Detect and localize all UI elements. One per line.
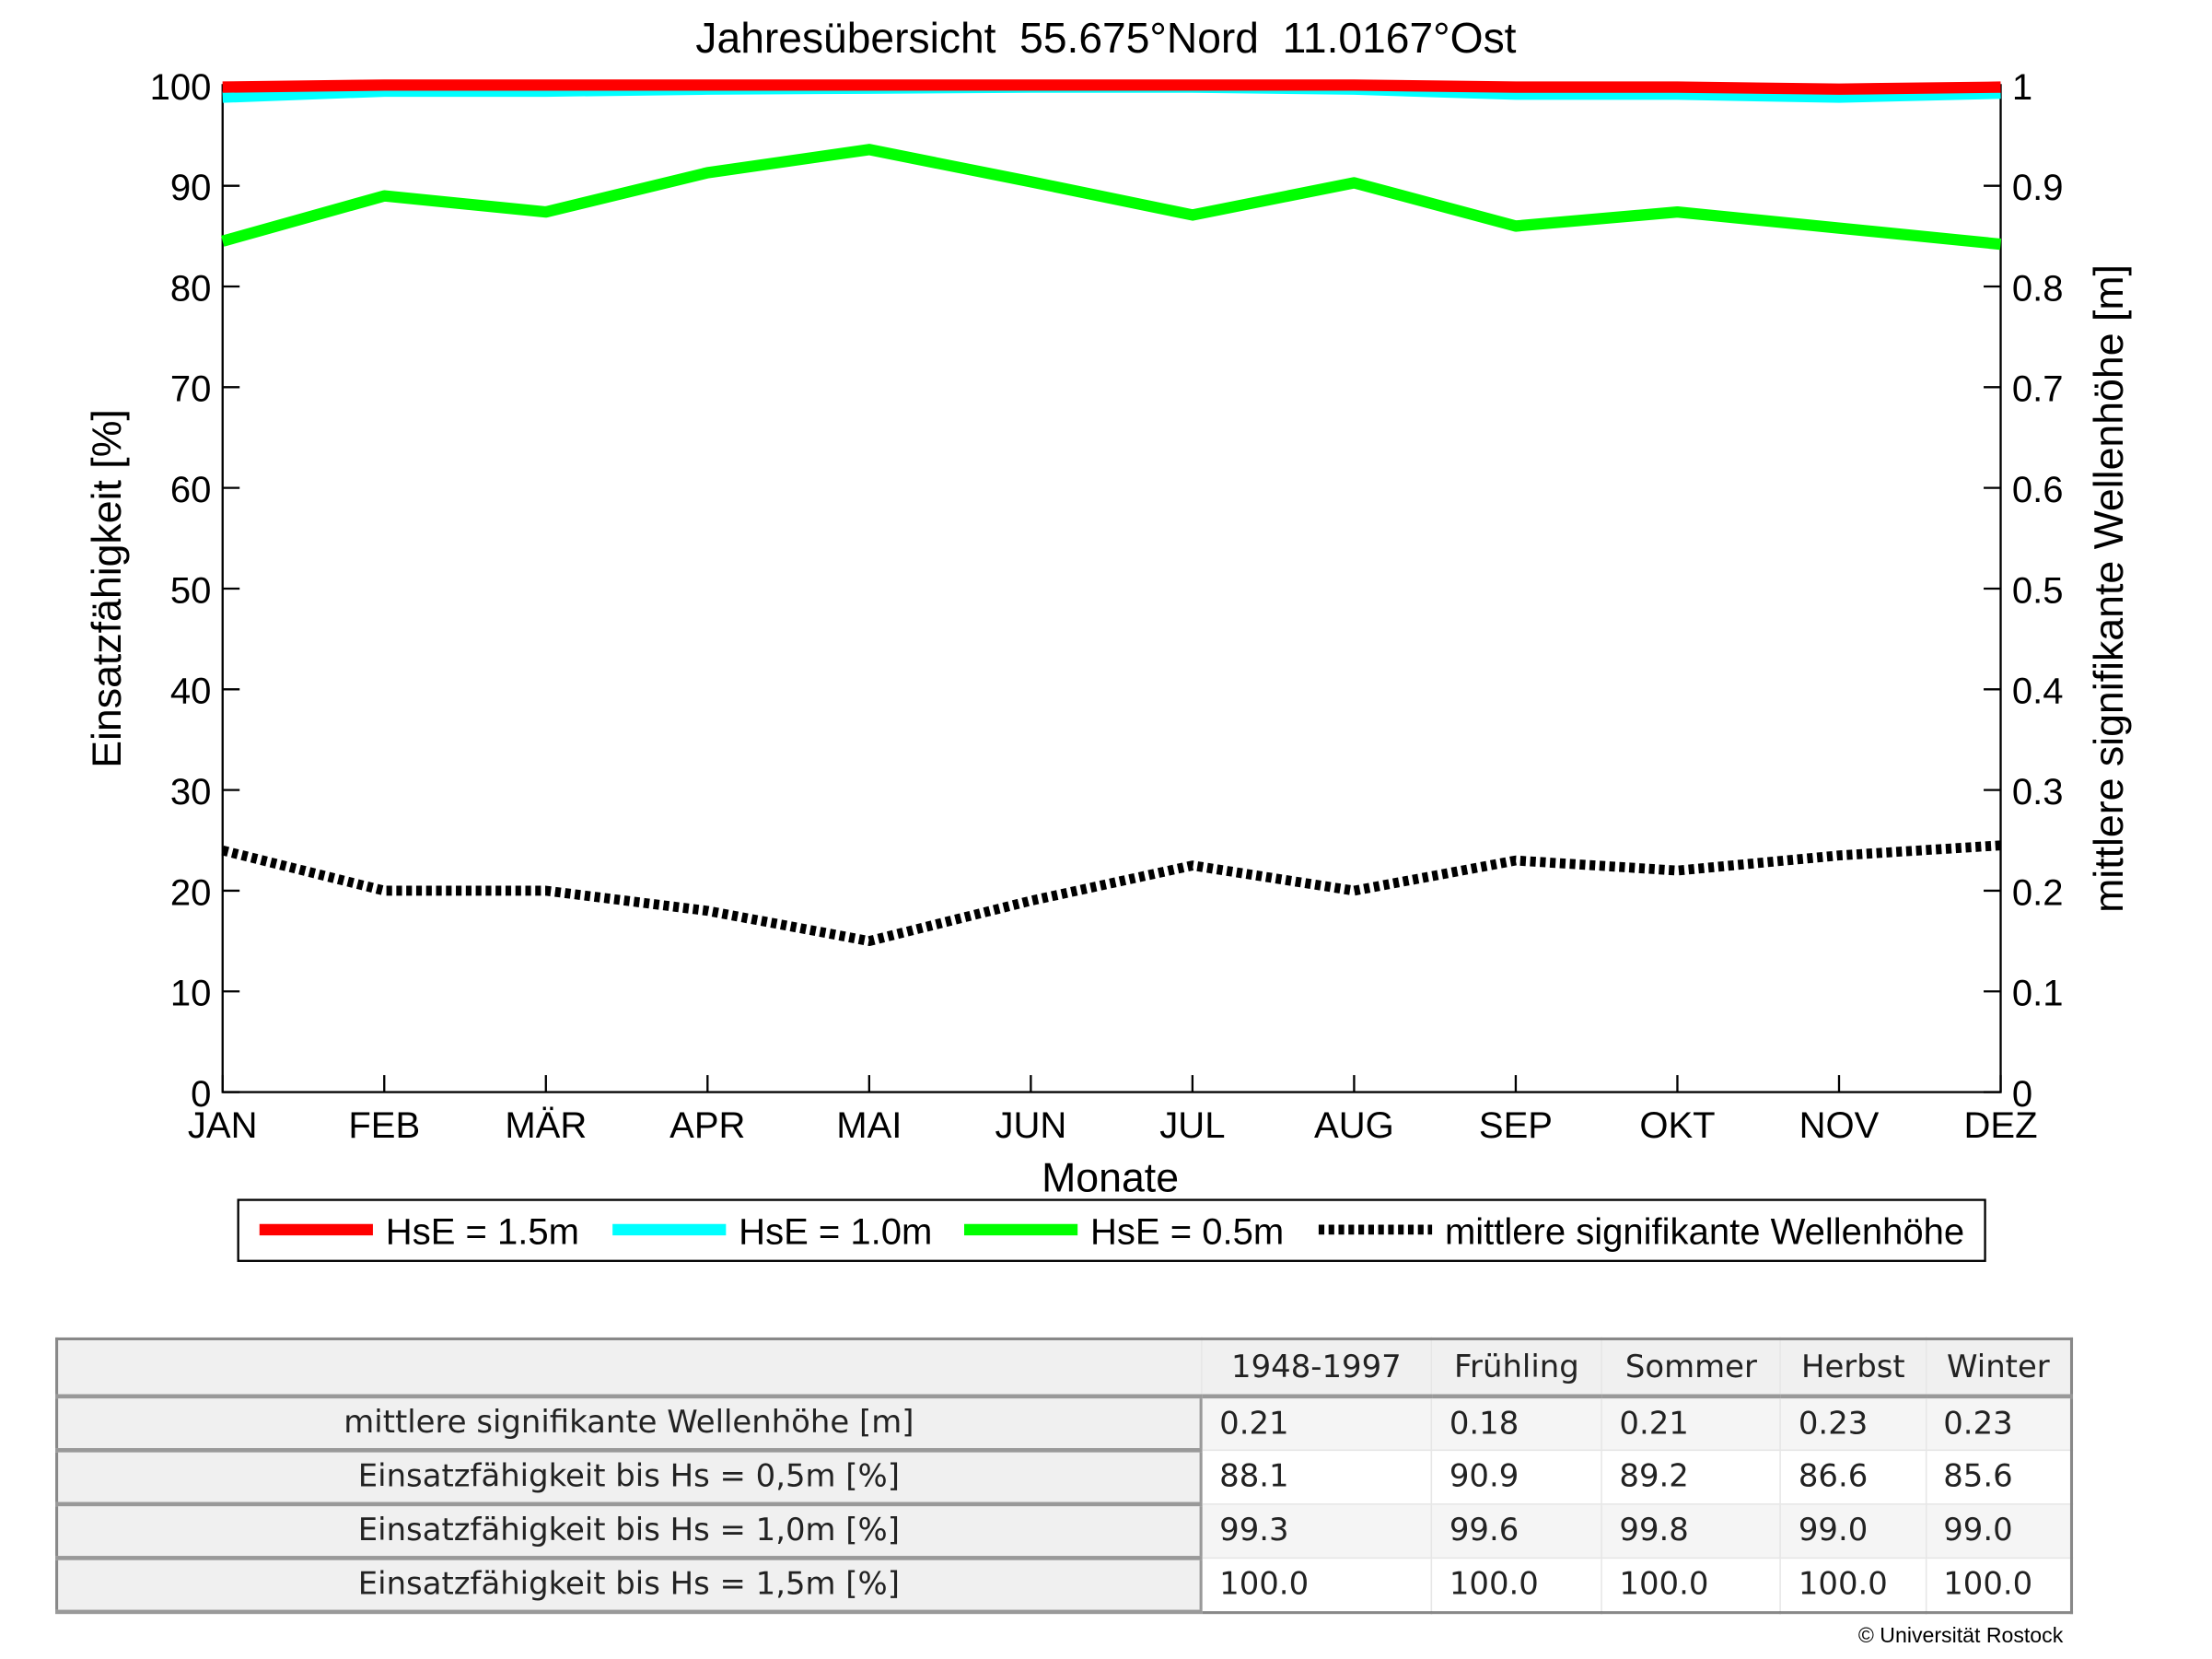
- series-line-3: [221, 840, 2001, 946]
- y2-tick-label: 0.7: [2012, 369, 2064, 410]
- y2-axis-label: mittlere signifikante Wellenhöhe [m]: [2087, 264, 2132, 913]
- table-row: Einsatzfähigkeit bis Hs = 1,0m [%] 99.3 99…: [55, 1503, 2073, 1560]
- x-tick-label: MÄR: [505, 1105, 587, 1146]
- table-cell: 100.0: [1430, 1557, 1602, 1613]
- y-tick-label: 90: [170, 168, 212, 208]
- x-tick-label: AUG: [1314, 1105, 1394, 1146]
- y2-tick-label: 0.8: [2012, 268, 2064, 309]
- y2-tick-label: 0.9: [2012, 168, 2064, 208]
- table-cell: 99.3: [1200, 1503, 1433, 1560]
- col-header: Winter: [1925, 1338, 2073, 1399]
- y-tick-label: 10: [170, 974, 212, 1014]
- table-row: mittlere signifikante Wellenhöhe [m] 0.21…: [55, 1396, 2073, 1453]
- y-tick-label: 50: [170, 570, 212, 611]
- y2-tick-label: 1: [2012, 67, 2032, 108]
- table-cell: 0.21: [1200, 1396, 1433, 1452]
- table-cell: 0.21: [1601, 1396, 1782, 1452]
- y2-tick-label: 0.2: [2012, 872, 2064, 913]
- table-cell: 90.9: [1430, 1449, 1602, 1505]
- table-cell: 99.0: [1925, 1503, 2073, 1560]
- legend-label: mittlere signifikante Wellenhöhe: [1445, 1211, 1964, 1252]
- series-line-2: [221, 144, 2002, 251]
- table-cell: 100.0: [1601, 1557, 1782, 1613]
- table-row: Einsatzfähigkeit bis Hs = 1,5m [%] 100.0 1…: [55, 1557, 2073, 1615]
- legend-label: HsE = 1.0m: [739, 1211, 932, 1252]
- col-header: Frühling: [1430, 1338, 1602, 1399]
- x-tick-label: APR: [669, 1105, 745, 1146]
- y-tick-label: 20: [170, 872, 212, 913]
- table-cell: 100.0: [1200, 1557, 1433, 1613]
- y2-tick-label: 0.6: [2012, 470, 2064, 510]
- y-tick-label: 100: [150, 67, 212, 108]
- table-cell: 89.2: [1601, 1449, 1782, 1505]
- table-corner: [55, 1338, 1202, 1399]
- table-cell: 0.18: [1430, 1396, 1602, 1452]
- row-label: mittlere signifikante Wellenhöhe [m]: [55, 1396, 1203, 1453]
- col-header: 1948-1997: [1200, 1338, 1433, 1399]
- y2-tick-label: 0: [2012, 1074, 2032, 1115]
- plot-area: [221, 84, 2002, 1093]
- table-cell: 85.6: [1925, 1449, 2073, 1505]
- series-line-0: [222, 79, 2001, 95]
- table-cell: 99.0: [1779, 1503, 1927, 1560]
- y-tick-label: 0: [191, 1074, 211, 1115]
- x-axis-label: Monate: [1042, 1155, 1179, 1200]
- summary-table: 1948-1997 Frühling Sommer Herbst Winter …: [55, 1337, 2074, 1615]
- y-tick-label: 70: [170, 369, 212, 410]
- y-tick-label: 40: [170, 672, 212, 712]
- col-header: Herbst: [1779, 1338, 1927, 1399]
- y-tick-label: 30: [170, 772, 212, 812]
- y-axis-label: Einsatzfähigkeit [%]: [85, 409, 130, 768]
- x-tick-label: JUL: [1159, 1105, 1225, 1146]
- y2-tick-label: 0.3: [2012, 772, 2064, 812]
- table-cell: 100.0: [1925, 1557, 2073, 1613]
- legend-box: [237, 1198, 1986, 1262]
- row-label: Einsatzfähigkeit bis Hs = 0,5m [%]: [55, 1449, 1203, 1507]
- y2-tick-label: 0.5: [2012, 570, 2064, 611]
- x-tick-label: JUN: [995, 1105, 1066, 1146]
- x-tick-label: MAI: [836, 1105, 902, 1146]
- table-cell: 88.1: [1200, 1449, 1433, 1505]
- table-cell: 100.0: [1779, 1557, 1927, 1613]
- y-tick-label: 60: [170, 470, 212, 510]
- table-cell: 99.8: [1601, 1503, 1782, 1560]
- y-tick-label: 80: [170, 268, 212, 309]
- chart-title: Jahresübersicht 55.675°Nord 11.0167°Ost: [695, 14, 1516, 62]
- table-row: Einsatzfähigkeit bis Hs = 0,5m [%] 88.1 90…: [55, 1449, 2073, 1507]
- x-tick-label: SEP: [1479, 1105, 1553, 1146]
- x-tick-label: FEB: [348, 1105, 420, 1146]
- row-label: Einsatzfähigkeit bis Hs = 1,5m [%]: [55, 1557, 1203, 1615]
- copyright: © Universität Rostock: [1857, 1623, 2064, 1649]
- x-tick-label: NOV: [1799, 1105, 1880, 1146]
- y2-tick-label: 0.1: [2012, 974, 2064, 1014]
- table-cell: 0.23: [1925, 1396, 2073, 1452]
- wave-chart: Jahresübersicht 55.675°Nord 11.0167°Ost …: [85, 14, 2132, 1262]
- table-cell: 0.23: [1779, 1396, 1927, 1452]
- col-header: Sommer: [1601, 1338, 1782, 1399]
- x-tick-label: JAN: [188, 1105, 258, 1146]
- x-tick-label: OKT: [1639, 1105, 1715, 1146]
- table-header-row: 1948-1997 Frühling Sommer Herbst Winter: [55, 1338, 2073, 1399]
- legend-label: HsE = 1.5m: [386, 1211, 579, 1252]
- legend-label: HsE = 0.5m: [1090, 1211, 1284, 1252]
- row-label: Einsatzfähigkeit bis Hs = 1,0m [%]: [55, 1503, 1203, 1560]
- y2-tick-label: 0.4: [2012, 672, 2064, 712]
- table-cell: 86.6: [1779, 1449, 1927, 1505]
- table-cell: 99.6: [1430, 1503, 1602, 1560]
- x-tick-label: DEZ: [1963, 1105, 2037, 1146]
